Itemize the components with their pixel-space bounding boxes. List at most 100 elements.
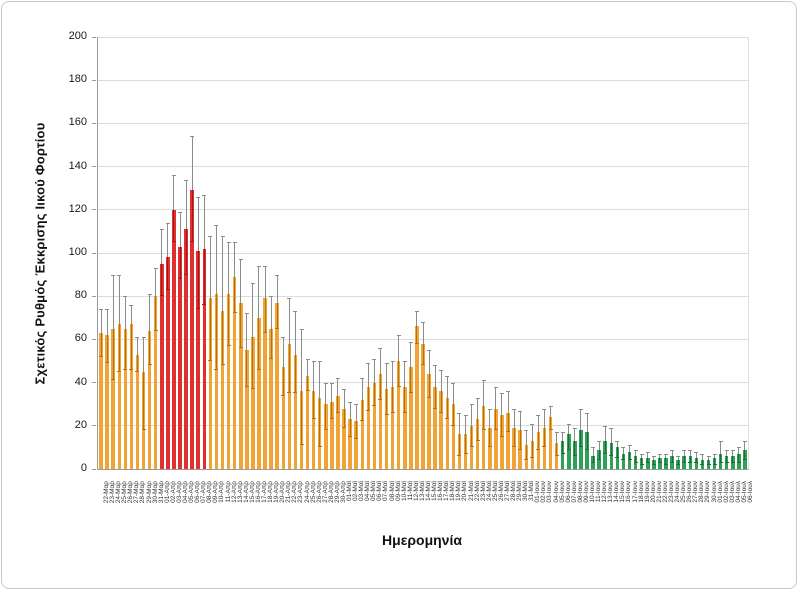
error-bar-cap-bottom: [275, 327, 280, 329]
error-bar-upper: [416, 311, 418, 327]
error-bar-lower: [531, 440, 533, 459]
error-bar-cap-top: [475, 397, 480, 399]
error-bar-cap-bottom: [603, 452, 608, 454]
error-bar-lower: [665, 458, 667, 465]
error-bar-cap-top: [688, 449, 693, 451]
error-bar-lower: [319, 397, 321, 448]
error-bar-cap-top: [129, 304, 134, 306]
error-bar-cap-top: [499, 393, 504, 395]
error-bar-cap-top: [184, 179, 189, 181]
error-bar-lower: [325, 404, 327, 431]
error-bar-lower: [580, 430, 582, 448]
error-bar-cap-bottom: [439, 411, 444, 413]
error-bar-cap-bottom: [202, 303, 207, 305]
error-bar-upper: [215, 224, 217, 295]
error-bar-upper: [489, 408, 491, 428]
error-bar-cap-top: [190, 136, 195, 138]
bar: [554, 443, 559, 469]
bar: [603, 440, 607, 469]
error-bar-cap-top: [408, 341, 413, 343]
error-bar-cap-bottom: [730, 461, 735, 463]
error-bar-cap-top: [117, 274, 122, 276]
bar: [111, 328, 115, 469]
bar: [548, 417, 553, 469]
error-bar-lower: [270, 328, 272, 359]
error-bar-cap-top: [427, 350, 432, 352]
error-bar-cap-top: [335, 378, 340, 380]
bar: [147, 330, 152, 469]
error-bar-cap-bottom: [165, 288, 170, 290]
error-bar-cap-top: [651, 456, 656, 458]
bar: [99, 332, 103, 469]
bar: [481, 406, 486, 469]
y-tick-label: 140: [68, 159, 87, 172]
bar: [354, 421, 358, 469]
error-bar-cap-top: [736, 447, 741, 449]
error-bar-upper: [720, 440, 722, 454]
bar: [251, 337, 255, 469]
error-bar-cap-top: [317, 361, 322, 362]
error-bar-cap-top: [700, 453, 705, 455]
error-bar-upper: [635, 449, 637, 457]
error-bar-cap-bottom: [171, 241, 176, 243]
y-tick-mark: [92, 295, 96, 297]
error-bar-upper: [136, 337, 138, 355]
error-bar-cap-bottom: [724, 461, 729, 463]
error-bar-cap-bottom: [585, 448, 590, 450]
error-bar-lower: [574, 440, 576, 457]
error-bar-cap-top: [548, 406, 553, 408]
error-bar-cap-top: [123, 296, 128, 298]
error-bar-upper: [161, 229, 163, 264]
error-bar-cap-bottom: [475, 439, 480, 441]
bar: [196, 250, 200, 469]
bar: [239, 302, 243, 469]
error-bar-cap-bottom: [329, 418, 334, 420]
error-bar-cap-bottom: [712, 463, 717, 465]
error-bar-cap-top: [621, 447, 626, 449]
error-bar-lower: [355, 421, 357, 439]
error-bar-cap-bottom: [554, 455, 559, 457]
error-bar-lower: [744, 449, 746, 461]
error-bar-cap-top: [105, 309, 110, 311]
error-bar-cap-bottom: [256, 368, 261, 370]
error-bar-cap-bottom: [342, 426, 347, 428]
error-bar-cap-top: [366, 363, 371, 365]
error-bar-lower: [677, 460, 679, 465]
y-tick-label: 80: [74, 289, 87, 302]
error-bar-cap-top: [196, 196, 201, 198]
bar: [609, 443, 614, 469]
bar: [451, 404, 456, 469]
error-bar-cap-top: [676, 456, 681, 458]
error-bar-upper: [228, 242, 230, 295]
error-bar-upper: [392, 361, 394, 387]
error-bar-upper: [610, 427, 612, 444]
error-bar-lower: [386, 389, 388, 415]
error-bar-lower: [641, 458, 643, 465]
error-bar-cap-top: [414, 311, 419, 313]
error-bar-lower: [525, 445, 527, 461]
error-bar-cap-bottom: [378, 398, 383, 400]
error-bar-cap-bottom: [99, 355, 104, 357]
error-bar-cap-bottom: [384, 414, 389, 415]
error-bar-cap-top: [135, 337, 140, 339]
error-bar-lower: [106, 335, 108, 364]
error-bar-cap-top: [329, 382, 334, 384]
error-bar-cap-bottom: [214, 368, 219, 370]
error-bar-cap-bottom: [360, 420, 365, 422]
error-bar-cap-top: [706, 456, 711, 458]
y-tick-mark: [92, 79, 96, 81]
error-bar-upper: [288, 298, 290, 344]
error-bar-lower: [337, 395, 339, 413]
error-bar-cap-top: [214, 224, 219, 226]
error-bar-cap-top: [542, 408, 547, 410]
bar: [172, 209, 176, 469]
error-bar-lower: [434, 386, 436, 409]
error-bar-upper: [373, 358, 375, 383]
error-bar-lower: [155, 296, 157, 331]
error-bar-cap-top: [360, 378, 365, 380]
error-bar-cap-bottom: [493, 429, 498, 431]
error-bar-lower: [726, 456, 728, 463]
error-bar-cap-top: [718, 440, 723, 442]
error-bar-upper: [149, 294, 151, 331]
error-bar-cap-bottom: [451, 424, 456, 426]
